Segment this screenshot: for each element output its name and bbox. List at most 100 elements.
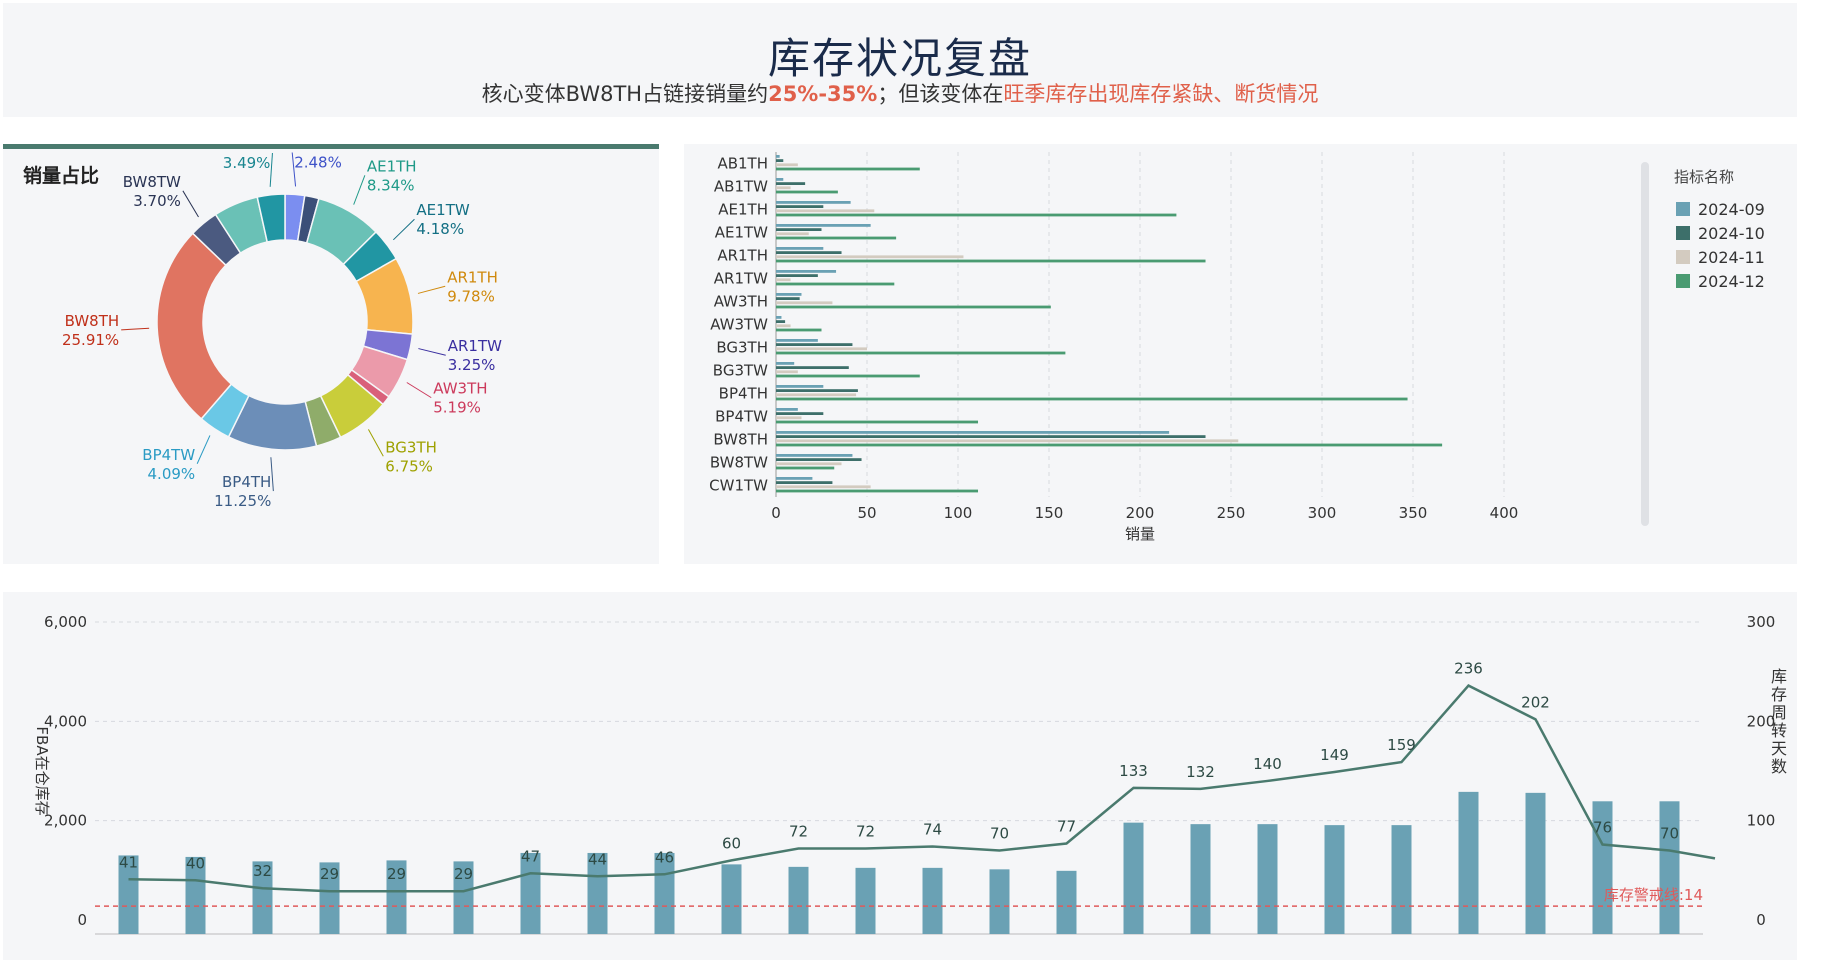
turnover-data-label: 72 bbox=[856, 822, 875, 840]
legend-swatch-2024-11 bbox=[1676, 250, 1690, 264]
pie-leader-ar1th bbox=[417, 285, 446, 294]
bar-legend-title: 指标名称 bbox=[1674, 168, 1734, 186]
combo-y-right-label-char: 存 bbox=[1771, 685, 1787, 704]
bar-2024-10-ae1tw bbox=[776, 228, 822, 231]
bar-2024-12-ae1th bbox=[776, 213, 1177, 217]
inventory-bar bbox=[252, 861, 273, 934]
turnover-data-label: 202 bbox=[1521, 693, 1550, 711]
bar-2024-12-ab1th bbox=[776, 167, 920, 171]
pie-label-pct-ar1tw: 3.25% bbox=[448, 356, 496, 374]
combo-y-right-tick: 200 bbox=[1747, 712, 1776, 730]
pie-label-name-bw8th: BW8TH bbox=[65, 312, 120, 330]
legend-swatch-2024-09 bbox=[1676, 202, 1690, 216]
bar-2024-12-aw3tw bbox=[776, 328, 822, 332]
combo-y-right-tick: 100 bbox=[1747, 812, 1776, 830]
bar-category-label: BW8TH bbox=[713, 431, 768, 449]
bar-category-label: AW3TH bbox=[714, 293, 768, 311]
turnover-data-label: 77 bbox=[1057, 818, 1076, 836]
horizontal-bar-chart: 0 50 100 150 200 250 300 350 400 销量 AB1TH AB1TW AE1T… bbox=[709, 152, 1765, 543]
bar-category-label: BP4TW bbox=[715, 408, 768, 426]
bar-2024-11-ar1tw bbox=[776, 278, 791, 282]
bar-category-label: CW1TW bbox=[709, 477, 768, 495]
bar-2024-11-ab1tw bbox=[776, 186, 791, 190]
inventory-bar bbox=[587, 852, 608, 934]
pie-leader-bg3th bbox=[367, 429, 384, 457]
turnover-data-label: 236 bbox=[1454, 660, 1483, 678]
bar-x-tick-label: 100 bbox=[944, 504, 973, 522]
combo-chart-panel: 0 2,000 4,000 6,000 0 100 200 300 FBA在仓库存 库存周转天数库… bbox=[3, 592, 1797, 960]
bar-2024-11-bp4tw bbox=[776, 416, 802, 420]
bar-2024-12-bp4tw bbox=[776, 420, 979, 424]
pie-label-pct-bw8tw: 3.70% bbox=[133, 192, 181, 210]
combo-y-left-tick: 4,000 bbox=[44, 712, 87, 730]
turnover-line bbox=[128, 684, 1716, 893]
bar-category-label: AB1TW bbox=[714, 178, 768, 196]
combo-y-right-tick: 0 bbox=[1756, 911, 1766, 929]
pie-leader-bp4th bbox=[270, 457, 274, 492]
pie-label-name-ae1tw: AE1TW bbox=[416, 201, 469, 219]
pie-leader-ae1th bbox=[353, 175, 366, 205]
pie-label-name-ae1th: AE1TH bbox=[367, 157, 417, 175]
subtitle-part-1: 核心变体BW8TH占链接销量约 bbox=[481, 82, 769, 106]
bar-2024-12-ae1tw bbox=[776, 236, 897, 240]
pie-slice-bw8th bbox=[156, 232, 233, 420]
bar-2024-09-ab1th bbox=[776, 155, 780, 158]
bar-2024-12-ar1tw bbox=[776, 282, 895, 286]
turnover-data-label: 159 bbox=[1387, 736, 1416, 754]
bar-2024-12-bw8th bbox=[776, 443, 1443, 447]
bar-x-tick-label: 350 bbox=[1399, 504, 1428, 522]
bar-2024-09-bg3tw bbox=[776, 362, 795, 365]
bar-2024-11-cw1tw bbox=[776, 485, 871, 489]
pie-leader-bp4tw bbox=[196, 435, 211, 464]
turnover-data-label: 29 bbox=[454, 865, 473, 883]
inventory-bar bbox=[319, 862, 340, 934]
bar-x-tick-label: 300 bbox=[1308, 504, 1337, 522]
turnover-data-label: 60 bbox=[722, 834, 741, 852]
bar-2024-10-bg3th bbox=[776, 343, 853, 346]
pie-label-pct-bp4tw: 4.09% bbox=[148, 465, 196, 483]
bar-2024-10-bp4tw bbox=[776, 412, 824, 415]
inventory-bar bbox=[721, 864, 742, 934]
bar-category-label: BG3TW bbox=[713, 362, 768, 380]
header-panel: 库存状况复盘 核心变体BW8TH占链接销量约25%-35%；但该变体在旺季库存出… bbox=[3, 3, 1797, 117]
turnover-data-label: 70 bbox=[990, 824, 1009, 842]
bar-2024-10-cw1tw bbox=[776, 481, 833, 484]
turnover-data-label: 76 bbox=[1593, 819, 1612, 837]
bar-2024-12-bg3th bbox=[776, 351, 1066, 355]
subtitle-part-2: ；但该变体在 bbox=[877, 82, 1004, 106]
inventory-bar bbox=[1056, 870, 1077, 934]
bar-x-tick-label: 0 bbox=[771, 504, 781, 522]
pie-label-name-ar1th: AR1TH bbox=[447, 268, 498, 286]
pie-label-pct-ae1tw: 4.18% bbox=[416, 220, 464, 238]
subtitle-highlight-warning: 旺季库存出现库存紧缺、断货情况 bbox=[1003, 82, 1319, 106]
bar-category-label: AR1TW bbox=[714, 270, 768, 288]
bar-2024-09-cw1tw bbox=[776, 477, 813, 480]
inventory-bar bbox=[922, 867, 943, 934]
bar-2024-12-bw8tw bbox=[776, 466, 835, 470]
bar-2024-09-ar1tw bbox=[776, 270, 837, 273]
pie-label-pct-aw3th: 5.19% bbox=[433, 399, 481, 417]
bar-2024-10-ae1th bbox=[776, 205, 824, 208]
pie-label-name-ar1tw: AR1TW bbox=[448, 337, 502, 355]
pie-leader-bw8th bbox=[121, 327, 150, 331]
bar-category-label: AW3TW bbox=[710, 316, 768, 334]
bar-2024-10-ab1tw bbox=[776, 182, 806, 185]
bar-x-tick-label: 200 bbox=[1126, 504, 1155, 522]
inventory-bar bbox=[1123, 822, 1144, 934]
legend-swatch-2024-12 bbox=[1676, 274, 1690, 288]
combo-y-left-label: FBA在仓库存 bbox=[33, 726, 51, 815]
bar-2024-12-ab1tw bbox=[776, 190, 838, 194]
combo-y-right-label-char: 库 bbox=[1771, 667, 1787, 686]
bar-2024-09-aw3tw bbox=[776, 316, 782, 319]
turnover-data-label: 29 bbox=[320, 865, 339, 883]
turnover-data-label: 140 bbox=[1253, 755, 1282, 773]
bar-x-axis-label: 销量 bbox=[1125, 525, 1155, 543]
bar-2024-09-ab1tw bbox=[776, 178, 784, 181]
inventory-combo-chart: 0 2,000 4,000 6,000 0 100 200 300 FBA在仓库存 库存周转天数库… bbox=[33, 613, 1787, 935]
turnover-data-label: 72 bbox=[789, 822, 808, 840]
bar-2024-10-ar1tw bbox=[776, 274, 818, 277]
bar-2024-10-bw8tw bbox=[776, 458, 862, 461]
bar-2024-09-aw3th bbox=[776, 293, 802, 296]
bar-chart-panel: 0 50 100 150 200 250 300 350 400 销量 AB1TH AB1TW AE1T… bbox=[684, 144, 1797, 564]
